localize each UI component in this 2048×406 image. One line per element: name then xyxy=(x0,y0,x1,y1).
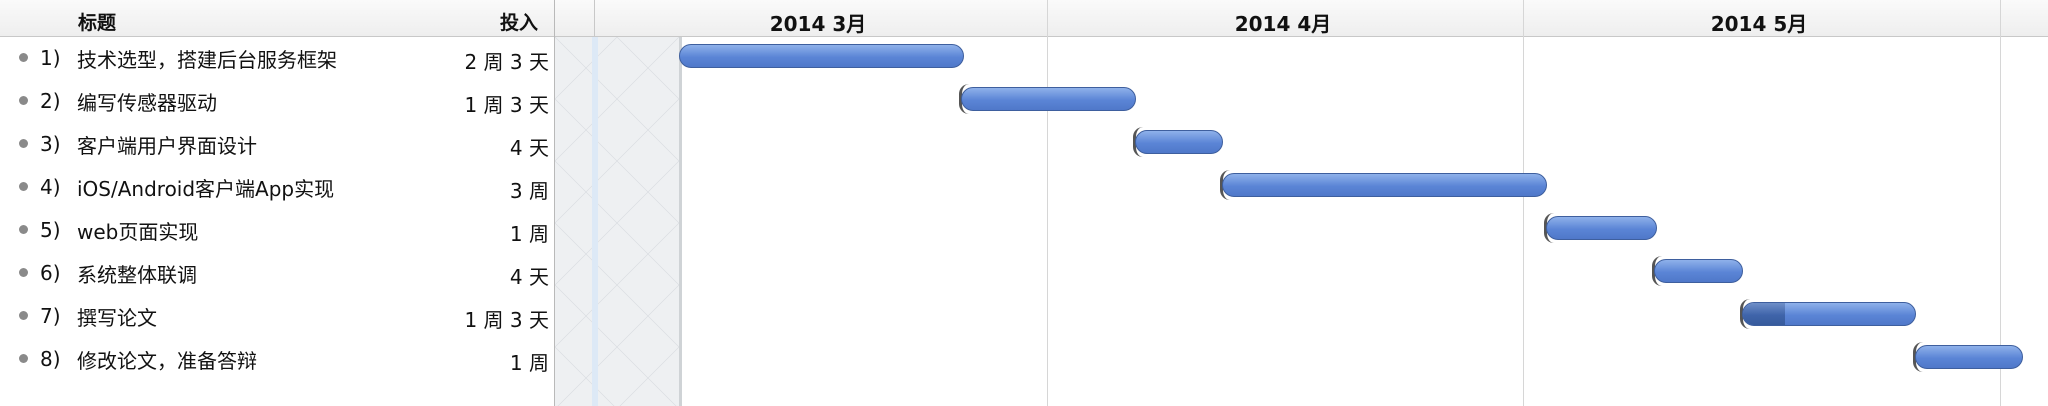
gantt-bar-task-3[interactable] xyxy=(1135,130,1223,154)
bullet-icon xyxy=(19,225,28,234)
timeline-non-working-shade xyxy=(555,37,682,406)
task-title[interactable]: web页面实现 xyxy=(77,220,199,244)
task-row[interactable]: 2) 编写传感器驱动 1 周 3 天 xyxy=(0,80,555,123)
header-divider xyxy=(594,0,595,36)
task-title[interactable]: 客户端用户界面设计 xyxy=(77,134,257,158)
gantt-header: 标题 投入 2014 3月 2014 4月 2014 5月 xyxy=(0,0,2048,37)
task-row[interactable]: 4) iOS/Android客户端App实现 3 周 xyxy=(0,166,555,209)
task-number: 7) xyxy=(40,304,61,328)
today-marker xyxy=(592,37,598,406)
task-number: 2) xyxy=(40,89,61,113)
task-number: 4) xyxy=(40,175,61,199)
task-row[interactable]: 5) web页面实现 1 周 xyxy=(0,209,555,252)
task-row[interactable]: 7) 撰写论文 1 周 3 天 xyxy=(0,295,555,338)
task-row[interactable]: 3) 客户端用户界面设计 4 天 xyxy=(0,123,555,166)
month-label-april: 2014 4月 xyxy=(1234,12,1332,36)
dependency-cap-icon xyxy=(1740,299,1750,329)
month-label-march: 2014 3月 xyxy=(769,12,867,36)
bullet-icon xyxy=(19,311,28,320)
month-gridline-june xyxy=(2000,0,2001,406)
task-row[interactable]: 8) 修改论文，准备答辩 1 周 xyxy=(0,338,555,381)
bullet-icon xyxy=(19,354,28,363)
gantt-bar-task-7[interactable] xyxy=(1742,302,1916,326)
column-header-title[interactable]: 标题 xyxy=(78,12,117,34)
gantt-bar-task-4[interactable] xyxy=(1222,173,1547,197)
task-row[interactable]: 1) 技术选型，搭建后台服务框架 2 周 3 天 xyxy=(0,37,555,80)
task-row[interactable]: 6) 系统整体联调 4 天 xyxy=(0,252,555,295)
task-title[interactable]: 系统整体联调 xyxy=(77,263,197,287)
month-gridline-april xyxy=(1047,0,1048,406)
dependency-cap-icon xyxy=(1220,170,1230,200)
bullet-icon xyxy=(19,182,28,191)
gantt-bar-task-1[interactable] xyxy=(679,44,964,68)
gantt-bar-task-6[interactable] xyxy=(1654,259,1743,283)
column-header-effort[interactable]: 投入 xyxy=(500,12,539,34)
task-effort[interactable]: 1 周 xyxy=(509,222,549,246)
bullet-icon xyxy=(19,139,28,148)
task-title[interactable]: 修改论文，准备答辩 xyxy=(77,349,257,373)
task-title[interactable]: 技术选型，搭建后台服务框架 xyxy=(77,48,337,72)
dependency-cap-icon xyxy=(1544,213,1554,243)
task-title[interactable]: 编写传感器驱动 xyxy=(77,91,217,115)
task-effort[interactable]: 1 周 xyxy=(509,351,549,375)
task-effort[interactable]: 1 周 3 天 xyxy=(464,93,549,117)
task-number: 8) xyxy=(40,347,61,371)
dependency-cap-icon xyxy=(1133,127,1143,157)
task-title[interactable]: 撰写论文 xyxy=(77,306,157,330)
gantt-bar-task-2[interactable] xyxy=(961,87,1136,111)
gantt-bar-progress xyxy=(1743,303,1785,325)
pane-divider[interactable] xyxy=(554,0,555,406)
gantt-bar-task-8[interactable] xyxy=(1915,345,2023,369)
month-gridline-may xyxy=(1523,0,1524,406)
task-effort[interactable]: 4 天 xyxy=(509,136,549,160)
dependency-cap-icon xyxy=(1652,256,1662,286)
task-effort[interactable]: 1 周 3 天 xyxy=(464,308,549,332)
task-effort[interactable]: 2 周 3 天 xyxy=(464,50,549,74)
task-title[interactable]: iOS/Android客户端App实现 xyxy=(77,177,335,201)
dependency-cap-icon xyxy=(959,84,969,114)
task-effort[interactable]: 4 天 xyxy=(509,265,549,289)
bullet-icon xyxy=(19,53,28,62)
task-effort[interactable]: 3 周 xyxy=(509,179,549,203)
bullet-icon xyxy=(19,96,28,105)
month-label-may: 2014 5月 xyxy=(1710,12,1808,36)
dependency-cap-icon xyxy=(1913,342,1923,372)
task-number: 5) xyxy=(40,218,61,242)
task-number: 6) xyxy=(40,261,61,285)
task-number: 3) xyxy=(40,132,61,156)
task-number: 1) xyxy=(40,46,61,70)
bullet-icon xyxy=(19,268,28,277)
gantt-bar-task-5[interactable] xyxy=(1546,216,1657,240)
